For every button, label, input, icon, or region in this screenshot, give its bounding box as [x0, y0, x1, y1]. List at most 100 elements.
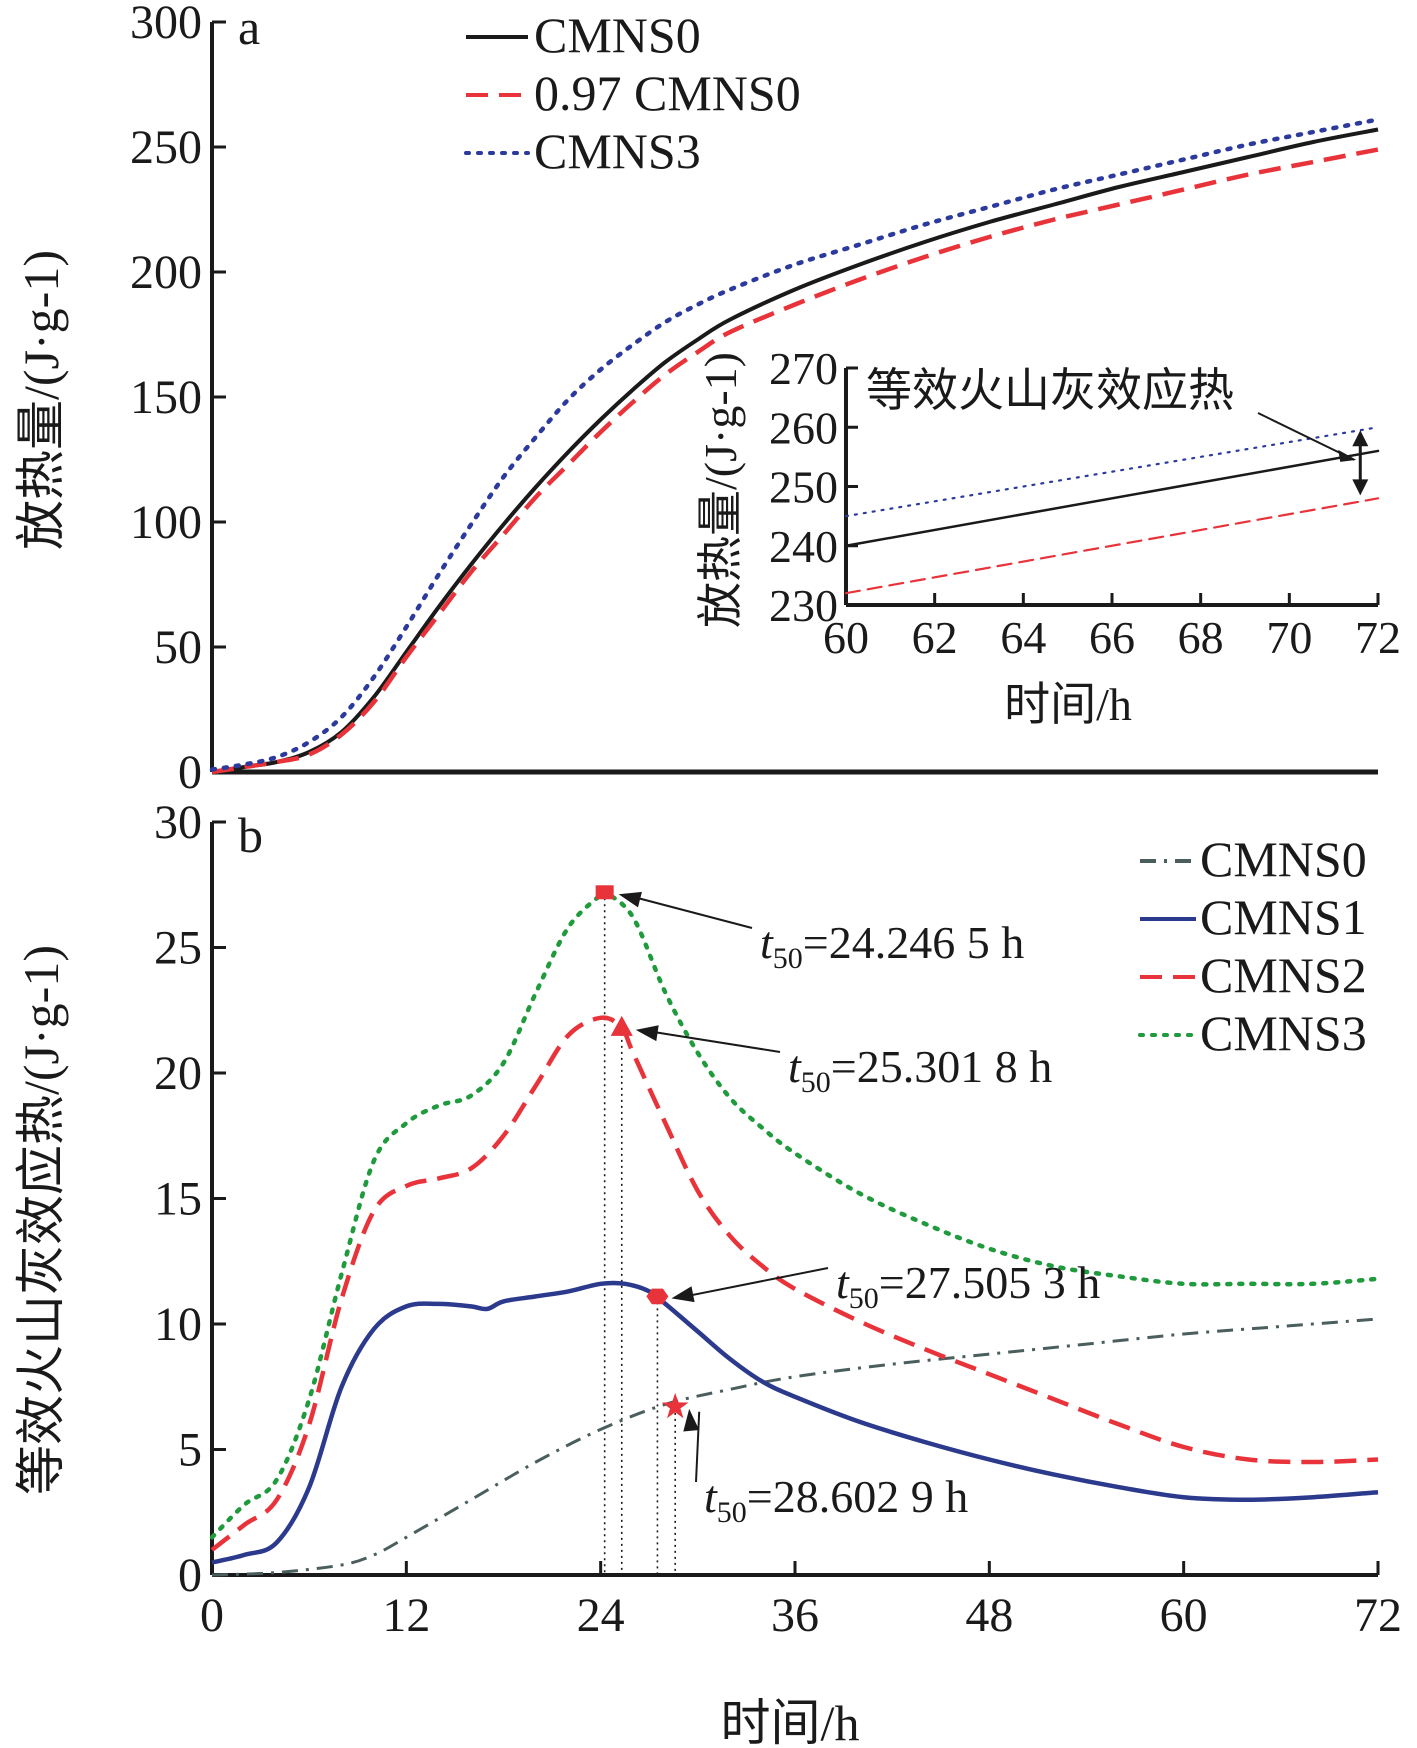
panel-a-y-tick-label: 300 [130, 0, 202, 49]
panel-b-series-line [211, 1280, 1379, 1565]
panel-b-axes: 0 5 10 15 20 25 30 0 12 24 36 48 60 72 [154, 796, 1402, 1642]
annotation-label-italic: t [760, 917, 774, 968]
panel-b-x-axis-title: 时间/h [721, 1695, 860, 1748]
panel-b-series-line [211, 1317, 1379, 1577]
panel-a-axes: 0 50 100 150 200 250 300 [130, 0, 1378, 799]
marker-triangle [610, 1015, 633, 1036]
inset-y-tick-label: 250 [769, 462, 838, 513]
panel-a-y-tick-label: 250 [130, 121, 202, 174]
annotation-arrow-head [671, 1286, 695, 1303]
annotation-label-italic: t [836, 1257, 850, 1308]
panel-b-series-line [210, 1015, 1379, 1552]
inset-y-tick-label: 260 [769, 402, 838, 453]
panel-b-y-tick-label: 20 [154, 1047, 202, 1100]
inset-y-tick-label: 240 [769, 521, 838, 572]
annotation-arrow-line [645, 1029, 781, 1053]
inset-y-tick-label: 230 [769, 580, 838, 631]
annotation-label-italic: t [788, 1041, 802, 1092]
inset-annotation-leader [1257, 412, 1355, 461]
panel-a-y-axis-title: 放热量/(J·g-1) [13, 250, 69, 550]
marker-hexagon [646, 1288, 669, 1305]
marker-square [595, 885, 614, 900]
panel-b-x-tick-label: 0 [200, 1589, 224, 1642]
annotation-arrow-line [681, 1267, 829, 1299]
annotation-arrow-head [618, 891, 642, 908]
annotation-label-value: =25.301 8 h [831, 1041, 1052, 1092]
annotation-arrow-head [683, 1408, 700, 1432]
annotation-arrow-head [635, 1025, 659, 1042]
panel-a-y-tick-label: 200 [130, 246, 202, 299]
annotation-label: t50=24.246 5 h [760, 917, 1024, 975]
marker-star [661, 1392, 689, 1419]
annotation-label: t50=25.301 8 h [788, 1041, 1052, 1099]
inset-arrow-head-up [1352, 430, 1369, 447]
panel-b-x-tick-label: 48 [965, 1589, 1013, 1642]
inset-series-line [844, 497, 1380, 595]
panel-a-y-tick-label: 100 [130, 496, 202, 549]
panel-b-x-tick-label: 72 [1354, 1589, 1402, 1642]
annotation-label-sub: 50 [773, 942, 803, 975]
inset-y-tick-label: 270 [769, 343, 838, 394]
inset-x-tick-label: 72 [1355, 612, 1401, 663]
panel-b-series [209, 887, 1381, 1577]
legend-entry: CMNS3 [534, 123, 701, 179]
panel-b-letter: b [238, 807, 263, 863]
annotation-label: t50=28.602 9 h [704, 1471, 968, 1529]
annotation-arrow-line [695, 1411, 701, 1483]
annotation-label-sub: 50 [849, 1282, 879, 1315]
panel-a-y-tick-label: 0 [178, 746, 202, 799]
panel-b-y-tick-label: 5 [178, 1424, 202, 1477]
panel-b-y-tick-label: 30 [154, 796, 202, 849]
inset-annotation-text: 等效火山灰效应热 [866, 365, 1234, 416]
annotation-label-value: =24.246 5 h [803, 917, 1024, 968]
inset-x-tick-label: 64 [1000, 612, 1046, 663]
panel-b-drop-lines [603, 892, 677, 1575]
legend-entry: CMNS2 [1200, 947, 1367, 1003]
annotation-arrow-line [628, 894, 753, 929]
legend-entry: 0.97 CMNS0 [534, 65, 801, 121]
inset-arrow-head-down [1352, 479, 1369, 496]
panel-a-letter: a [238, 0, 260, 55]
inset-x-tick-label: 62 [912, 612, 958, 663]
panel-a-series-line [209, 117, 1381, 772]
panel-b-markers [595, 885, 689, 1419]
inset-x-axis-title: 时间/h [1004, 679, 1132, 730]
panel-b-y-tick-label: 10 [154, 1298, 202, 1351]
annotation-label-italic: t [704, 1471, 718, 1522]
panel-a-series-line [211, 147, 1379, 775]
annotation-label-sub: 50 [717, 1496, 747, 1529]
panel-a-y-tick-label: 150 [130, 371, 202, 424]
panel-a-series [209, 117, 1381, 775]
panel-b-x-tick-label: 24 [577, 1589, 625, 1642]
panel-a-y-tick-label: 50 [154, 621, 202, 674]
inset-x-tick-label: 68 [1178, 612, 1224, 663]
inset-x-tick-label: 66 [1089, 612, 1135, 663]
inset-leader-head [1338, 449, 1357, 462]
inset-y-axis-title: 放热量/(J·g-1) [695, 352, 746, 628]
annotation-label-sub: 50 [801, 1066, 831, 1099]
inset-series-line [844, 426, 1380, 518]
inset-x-tick-label: 60 [823, 612, 869, 663]
legend-entry: CMNS0 [1200, 831, 1367, 887]
legend-entry: CMNS1 [1200, 889, 1367, 945]
inset-x-tick-label: 70 [1266, 612, 1312, 663]
panel-b-y-tick-label: 0 [178, 1549, 202, 1602]
panel-b-y-axis-title: 等效火山灰效应热/(J·g-1) [13, 945, 69, 1495]
annotation-label-value: =28.602 9 h [747, 1471, 968, 1522]
panel-b-x-tick-label: 36 [771, 1589, 819, 1642]
panel-b-y-tick-label: 25 [154, 922, 202, 975]
annotation-label-value: =27.505 3 h [879, 1257, 1100, 1308]
inset-series-line [844, 449, 1380, 547]
legend-entry: CMNS3 [1200, 1005, 1367, 1061]
annotation-label: t50=27.505 3 h [836, 1257, 1100, 1315]
panel-a-inset: 230 240 250 260 270 60 62 64 66 68 70 72 时间/h 放热量/(J·… [695, 343, 1401, 730]
legend-entry: CMNS0 [534, 7, 701, 63]
panel-b-y-tick-label: 15 [154, 1173, 202, 1226]
panel-a-series-line [211, 127, 1379, 774]
